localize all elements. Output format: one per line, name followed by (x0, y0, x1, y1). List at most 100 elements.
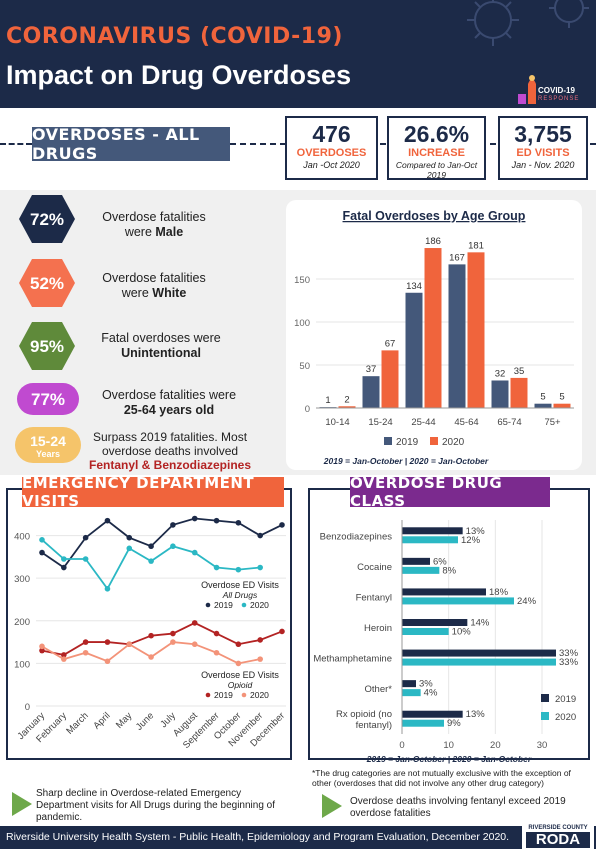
bar-value-label: 8% (442, 565, 456, 576)
fact-pct-unintentional: 95% (30, 337, 64, 356)
bar-value-label: 181 (468, 240, 484, 251)
ed-point (279, 628, 285, 635)
roda-logo: RIVERSIDE COUNTY RODA (522, 824, 594, 849)
y-tick-label: 100 (294, 318, 310, 329)
age-bar-2020 (467, 252, 485, 408)
stat-value: 26.6% (403, 121, 470, 147)
fact-text-male: Overdose fatalities were Male (86, 210, 222, 240)
bar-value-label: 13% (466, 526, 486, 537)
ed-point (148, 558, 154, 564)
fact-highlight: 25-64 years old (123, 403, 215, 417)
ed-point (170, 630, 176, 637)
bar-value-label: 167 (449, 252, 465, 263)
age-bar-2019 (362, 376, 380, 408)
drug-bar-2019 (402, 649, 556, 657)
x-tick-label: 15-24 (368, 417, 392, 428)
fact-line: Overdose fatalities (102, 271, 206, 285)
section-label-text: OVERDOSE DRUG CLASS (350, 474, 503, 510)
y-category-label: Benzodiazepines (320, 531, 393, 542)
drug-bar-2020 (402, 658, 556, 666)
x-tick-label: May (114, 710, 135, 731)
hexagon-white-icon: 52% (19, 259, 75, 307)
ed-line-all-drugs-2019 (41, 517, 283, 569)
y-tick-label: 400 (14, 532, 30, 543)
legend-label: 2019 (214, 600, 233, 610)
fact-highlight: White (152, 286, 187, 300)
y-tick-label: 50 (299, 361, 310, 372)
ed-point (61, 556, 67, 562)
covid-response-logo: COVID-19 RESPONSE (516, 70, 594, 106)
ed-point (104, 658, 111, 665)
play-arrow-icon (12, 792, 32, 816)
drug-bar-2019 (402, 557, 430, 565)
age-bar-2019 (405, 292, 423, 408)
fact-pct-youth: 15-24 (30, 433, 66, 449)
legend-swatch (384, 437, 392, 445)
legend-title: Overdose ED Visits (201, 670, 279, 680)
bar-value-label: 9% (447, 718, 461, 729)
ed-point (39, 549, 45, 556)
bar-value-label: 14% (470, 618, 490, 629)
ed-point (213, 630, 220, 637)
y-category-label: fentanyl) (356, 720, 392, 731)
stat-value: 3,755 (514, 121, 572, 147)
bar-value-label: 37 (366, 364, 377, 375)
ed-point (213, 564, 220, 571)
fact-line: Fatal overdoses were (101, 331, 221, 345)
ed-point (148, 632, 154, 639)
stat-label: OVERDOSES (296, 147, 367, 159)
bar-value-label: 12% (461, 535, 481, 546)
drug-bar-2019 (402, 619, 468, 626)
hexagon-unintentional-icon: 95% (19, 322, 75, 370)
bar-value-label: 5 (559, 392, 564, 403)
bar-value-label: 18% (489, 587, 509, 598)
fact-text-age: Overdose fatalities were 25-64 years old (86, 388, 252, 418)
ed-point (235, 660, 242, 667)
legend-label: 2019 (214, 690, 233, 700)
ed-note: Sharp decline in Overdose-related Emerge… (36, 788, 276, 823)
bar-value-label: 10% (452, 627, 472, 638)
ed-point (61, 652, 67, 658)
ed-point (61, 564, 67, 571)
y-tick-label: 150 (294, 275, 310, 286)
stat-box-ed-visits: 3,755 ED VISITS Jan - Nov. 2020 (498, 116, 588, 180)
ed-point (82, 649, 89, 656)
y-category-label: Rx opioid (no (336, 709, 392, 720)
ed-point (104, 517, 111, 524)
y-category-label: Heroin (364, 623, 392, 634)
logo-text: COVID-19 (538, 86, 575, 95)
ed-point (170, 639, 176, 645)
divider-left (0, 143, 32, 145)
ed-point (126, 641, 133, 648)
legend-subtitle: All Drugs (222, 590, 258, 600)
y-category-label: Fentanyl (356, 592, 392, 603)
ed-point (104, 586, 111, 592)
y-tick-label: 100 (14, 659, 30, 670)
ed-point (235, 519, 242, 526)
bar-value-label: 6% (433, 556, 447, 567)
bar-value-label: 1 (325, 395, 330, 406)
section-label-all-drugs: OVERDOSES - ALL DRUGS (32, 125, 230, 163)
drug-bar-2019 (402, 680, 416, 688)
x-tick-label: 30 (537, 740, 548, 751)
section-label-text: OVERDOSES - ALL DRUGS (32, 125, 200, 163)
age-bar-2019 (448, 264, 466, 408)
footer-text: Riverside University Health System - Pub… (6, 831, 510, 843)
bar-value-label: 24% (517, 596, 537, 607)
y-tick-label: 200 (14, 617, 30, 628)
legend-label: 2019 (396, 437, 419, 448)
ed-point (191, 641, 198, 648)
age-group-chart: Fatal Overdoses by Age Group 0 50 100 150 1 2 1… (294, 209, 574, 466)
drug-bar-2020 (402, 628, 449, 635)
ed-point (82, 556, 89, 562)
x-tick-label: 65-74 (497, 417, 521, 428)
age-bar-2020 (338, 406, 356, 408)
ed-point (191, 620, 198, 626)
stat-label: INCREASE (408, 147, 465, 159)
legend-marker (205, 692, 211, 698)
drug-bar-2019 (402, 710, 463, 718)
x-tick-label: 25-44 (411, 417, 435, 428)
ed-point (148, 654, 154, 660)
section-label-drug-class: OVERDOSE DRUG CLASS (350, 474, 550, 510)
